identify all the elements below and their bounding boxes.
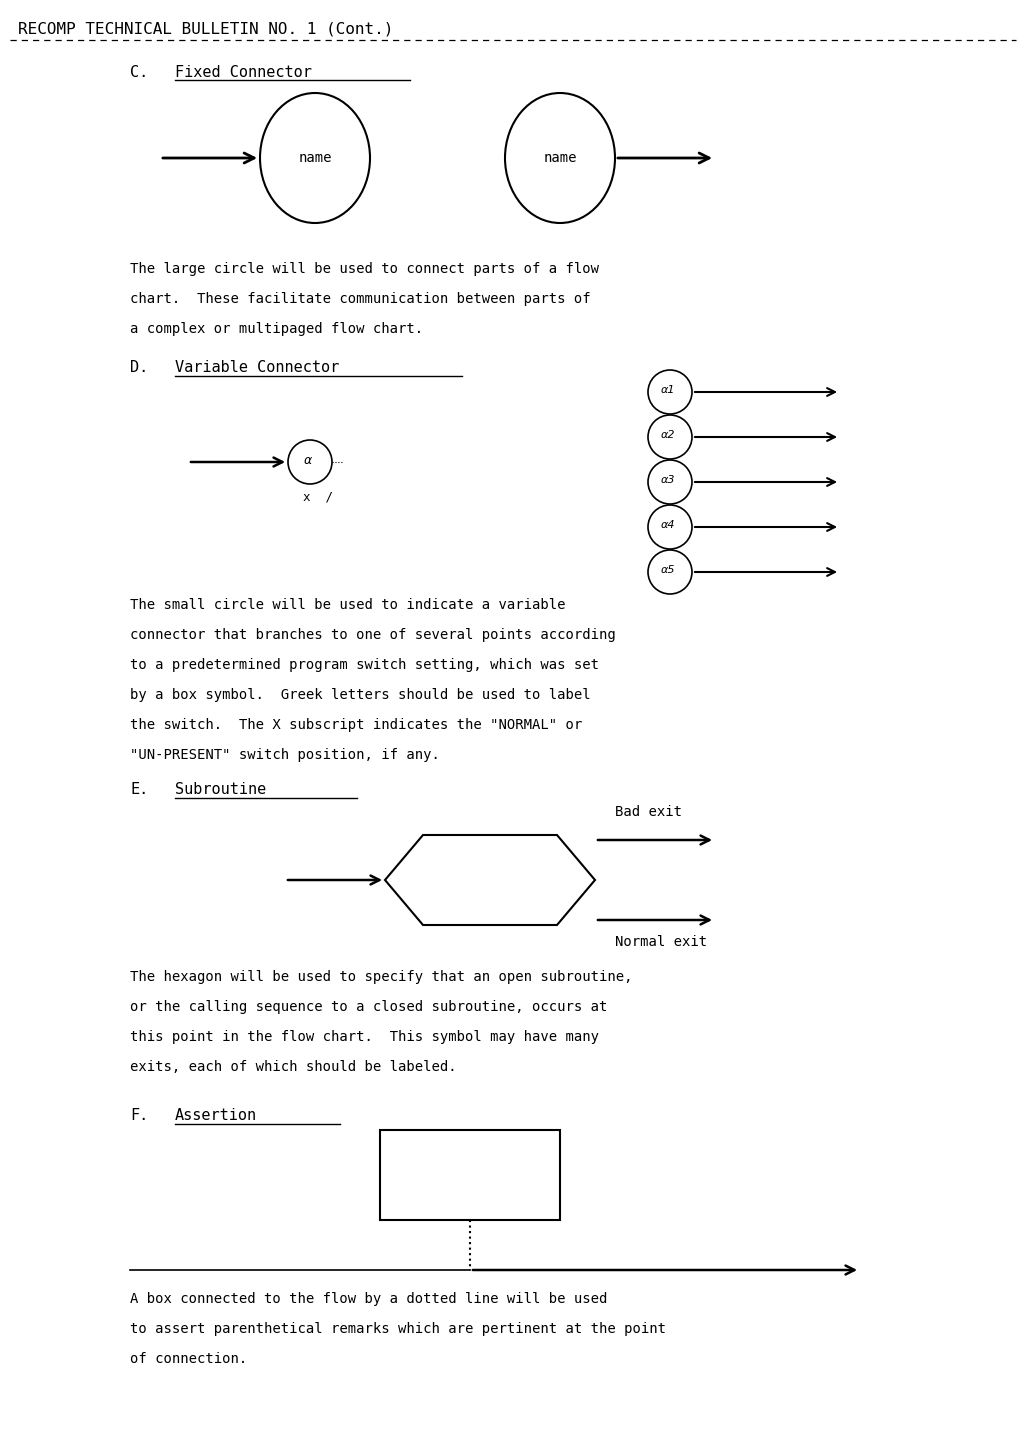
Text: α1: α1	[661, 385, 675, 395]
Text: Variable Connector: Variable Connector	[175, 360, 340, 375]
Text: The large circle will be used to connect parts of a flow: The large circle will be used to connect…	[130, 262, 599, 276]
Text: Bad exit: Bad exit	[615, 805, 682, 820]
Text: chart.  These facilitate communication between parts of: chart. These facilitate communication be…	[130, 292, 591, 306]
Text: by a box symbol.  Greek letters should be used to label: by a box symbol. Greek letters should be…	[130, 687, 591, 702]
Text: connector that branches to one of several points according: connector that branches to one of severa…	[130, 628, 616, 641]
Text: RECOMP TECHNICAL BULLETIN NO. 1 (Cont.): RECOMP TECHNICAL BULLETIN NO. 1 (Cont.)	[18, 22, 393, 37]
Bar	[380, 1130, 560, 1219]
Text: exits, each of which should be labeled.: exits, each of which should be labeled.	[130, 1060, 457, 1074]
Text: x  /: x /	[303, 490, 333, 503]
Text: C.: C.	[130, 65, 148, 81]
Text: D.: D.	[130, 360, 148, 375]
Text: E.: E.	[130, 782, 148, 797]
Text: Normal exit: Normal exit	[615, 935, 707, 949]
Text: The hexagon will be used to specify that an open subroutine,: The hexagon will be used to specify that…	[130, 971, 632, 984]
Text: α3: α3	[661, 475, 675, 485]
Text: A box connected to the flow by a dotted line will be used: A box connected to the flow by a dotted …	[130, 1291, 607, 1306]
Text: Subroutine: Subroutine	[175, 782, 267, 797]
Text: a complex or multipaged flow chart.: a complex or multipaged flow chart.	[130, 322, 423, 336]
Text: Assertion: Assertion	[175, 1109, 258, 1123]
Text: The small circle will be used to indicate a variable: The small circle will be used to indicat…	[130, 598, 565, 613]
Text: to assert parenthetical remarks which are pertinent at the point: to assert parenthetical remarks which ar…	[130, 1322, 666, 1336]
Text: α5: α5	[661, 565, 675, 575]
Text: of connection.: of connection.	[130, 1352, 247, 1366]
Text: this point in the flow chart.  This symbol may have many: this point in the flow chart. This symbo…	[130, 1030, 599, 1044]
Text: or the calling sequence to a closed subroutine, occurs at: or the calling sequence to a closed subr…	[130, 999, 607, 1014]
Text: α: α	[304, 453, 312, 466]
Text: F.: F.	[130, 1109, 148, 1123]
Text: Fixed Connector: Fixed Connector	[175, 65, 312, 81]
Text: the switch.  The X subscript indicates the "NORMAL" or: the switch. The X subscript indicates th…	[130, 718, 582, 732]
Text: name: name	[299, 151, 331, 165]
Text: α2: α2	[661, 430, 675, 440]
Text: α4: α4	[661, 521, 675, 531]
Text: to a predetermined program switch setting, which was set: to a predetermined program switch settin…	[130, 659, 599, 672]
Text: "UN-PRESENT" switch position, if any.: "UN-PRESENT" switch position, if any.	[130, 748, 440, 762]
Text: name: name	[543, 151, 577, 165]
